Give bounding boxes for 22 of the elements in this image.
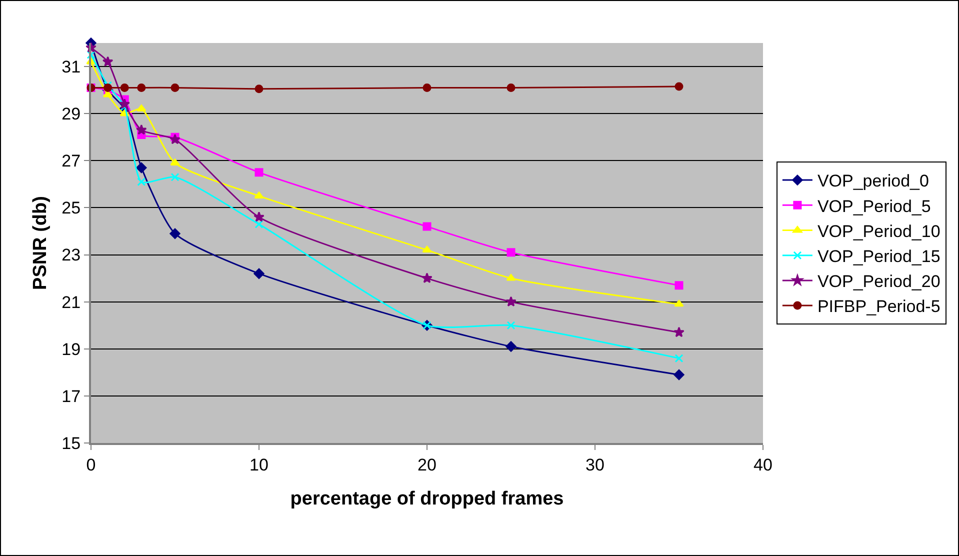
x-tick-label: 30 [586, 455, 604, 474]
legend-label: VOP_Period_10 [817, 222, 940, 241]
y-tick-label: 31 [62, 57, 81, 76]
legend-label: VOP_Period_15 [817, 246, 940, 266]
y-tick-label: 21 [62, 292, 81, 312]
legend-label: PIFBP_Period-5 [817, 297, 940, 316]
legend-label: VOP_Period_20 [817, 272, 940, 292]
y-tick-label: 19 [62, 340, 81, 359]
y-tick-label: 15 [62, 434, 81, 453]
y-axis-title: PSNR (db) [30, 196, 52, 290]
x-axis-title: percentage of dropped frames [290, 488, 564, 510]
y-tick-label: 29 [62, 104, 81, 124]
y-tick-label: 27 [62, 152, 81, 171]
legend-label: VOP_period_0 [817, 172, 929, 191]
x-tick-label: 40 [754, 455, 772, 474]
legend-label: VOP_Period_5 [817, 196, 931, 216]
x-tick-label: 0 [86, 455, 96, 474]
x-tick-label: 20 [418, 455, 436, 474]
y-tick-label: 25 [62, 198, 81, 218]
y-tick-label: 17 [62, 386, 81, 406]
x-tick-label: 10 [250, 455, 268, 474]
y-tick-label: 23 [62, 246, 81, 265]
